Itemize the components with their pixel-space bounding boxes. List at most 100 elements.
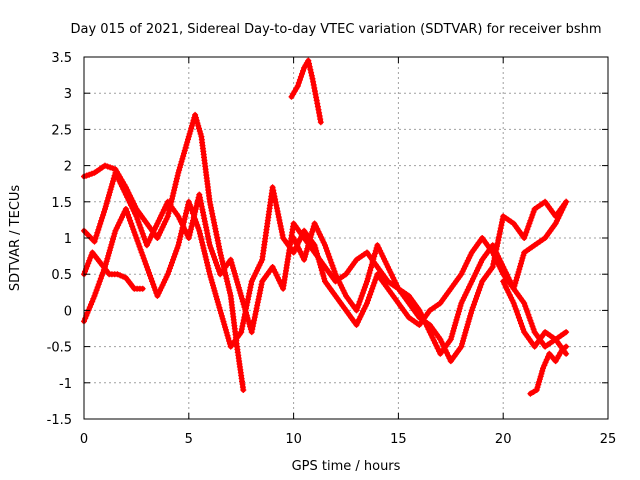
data-point [254, 299, 261, 306]
data-point [150, 228, 157, 235]
data-point [314, 253, 321, 260]
data-point [269, 264, 276, 270]
data-point [133, 213, 140, 220]
data-point [185, 198, 192, 205]
data-point [215, 301, 222, 308]
data-point [276, 277, 283, 284]
data-point [185, 133, 192, 140]
data-point [122, 206, 129, 212]
data-point [455, 311, 462, 318]
y-tick-label: -1.5 [47, 413, 72, 428]
data-point [527, 217, 534, 224]
data-point [296, 76, 303, 83]
data-point [142, 261, 149, 268]
data-point [209, 250, 216, 257]
data-point [540, 365, 546, 372]
data-point [101, 209, 107, 215]
data-point [518, 257, 525, 264]
data-point [95, 226, 102, 233]
data-point [474, 292, 480, 299]
data-point [272, 269, 279, 276]
data-point [202, 253, 209, 260]
data-point [316, 231, 323, 238]
data-point [82, 315, 89, 322]
data-point [477, 284, 484, 291]
data-point [299, 70, 305, 77]
data-point [182, 213, 189, 220]
data-point [302, 251, 309, 258]
data-point [313, 247, 320, 254]
data-point [527, 390, 534, 397]
data-point [534, 384, 541, 391]
data-point [168, 262, 174, 269]
data-point [526, 220, 533, 227]
x-tick-label: 0 [80, 432, 88, 447]
data-point [524, 226, 531, 233]
data-point [237, 290, 244, 297]
data-point [108, 183, 115, 190]
data-point [462, 292, 469, 298]
data-point [206, 242, 213, 249]
data-point [231, 270, 238, 277]
data-point [110, 236, 116, 243]
data-point [462, 263, 469, 270]
data-point [106, 192, 112, 199]
data-point [196, 227, 203, 234]
data-point [85, 260, 92, 267]
data-point [477, 259, 484, 266]
data-point [467, 313, 474, 319]
data-point [515, 314, 522, 321]
data-point [257, 259, 264, 266]
data-point [318, 234, 325, 241]
data-point [151, 284, 158, 291]
data-point [105, 252, 112, 259]
data-point [541, 362, 548, 369]
data-point [333, 273, 340, 280]
data-point [116, 178, 123, 184]
data-point [463, 326, 470, 333]
data-point [146, 269, 152, 276]
data-point [137, 246, 144, 253]
data-point [471, 273, 478, 279]
data-point [214, 262, 221, 269]
data-point [490, 261, 497, 267]
data-point [106, 247, 113, 254]
data-point [219, 258, 226, 265]
data-point [157, 215, 163, 222]
data-point [361, 284, 368, 291]
x-axis-label: GPS time / hours [292, 459, 401, 474]
data-point [157, 229, 163, 236]
data-point [121, 188, 128, 195]
data-point [466, 283, 473, 290]
data-point [329, 262, 336, 269]
data-point [458, 271, 465, 278]
data-point [176, 167, 183, 174]
data-point [184, 139, 191, 146]
data-point [377, 247, 384, 254]
data-point [369, 258, 376, 265]
data-point [169, 195, 175, 202]
data-point [114, 271, 121, 278]
data-point [125, 211, 131, 218]
data-point [139, 252, 146, 259]
data-point [356, 298, 363, 305]
data-point [183, 210, 189, 217]
data-point [187, 226, 194, 233]
data-point [366, 294, 373, 301]
data-point [171, 253, 178, 260]
data-point [514, 311, 521, 318]
data-point [451, 322, 458, 329]
data-point [335, 276, 342, 283]
data-point [252, 270, 259, 277]
series-line [500, 278, 569, 357]
data-point [458, 343, 465, 350]
data-point [390, 274, 397, 281]
data-point [430, 337, 437, 344]
data-point [124, 208, 130, 215]
data-point [448, 333, 455, 340]
data-point [99, 214, 106, 221]
data-point [219, 315, 226, 322]
data-point [528, 320, 535, 327]
data-point [301, 256, 308, 263]
